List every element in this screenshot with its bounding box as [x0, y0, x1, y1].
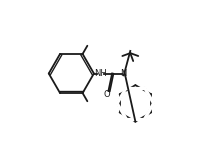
Text: N: N [120, 69, 127, 78]
Text: NH: NH [94, 69, 107, 78]
Text: O: O [104, 90, 111, 99]
